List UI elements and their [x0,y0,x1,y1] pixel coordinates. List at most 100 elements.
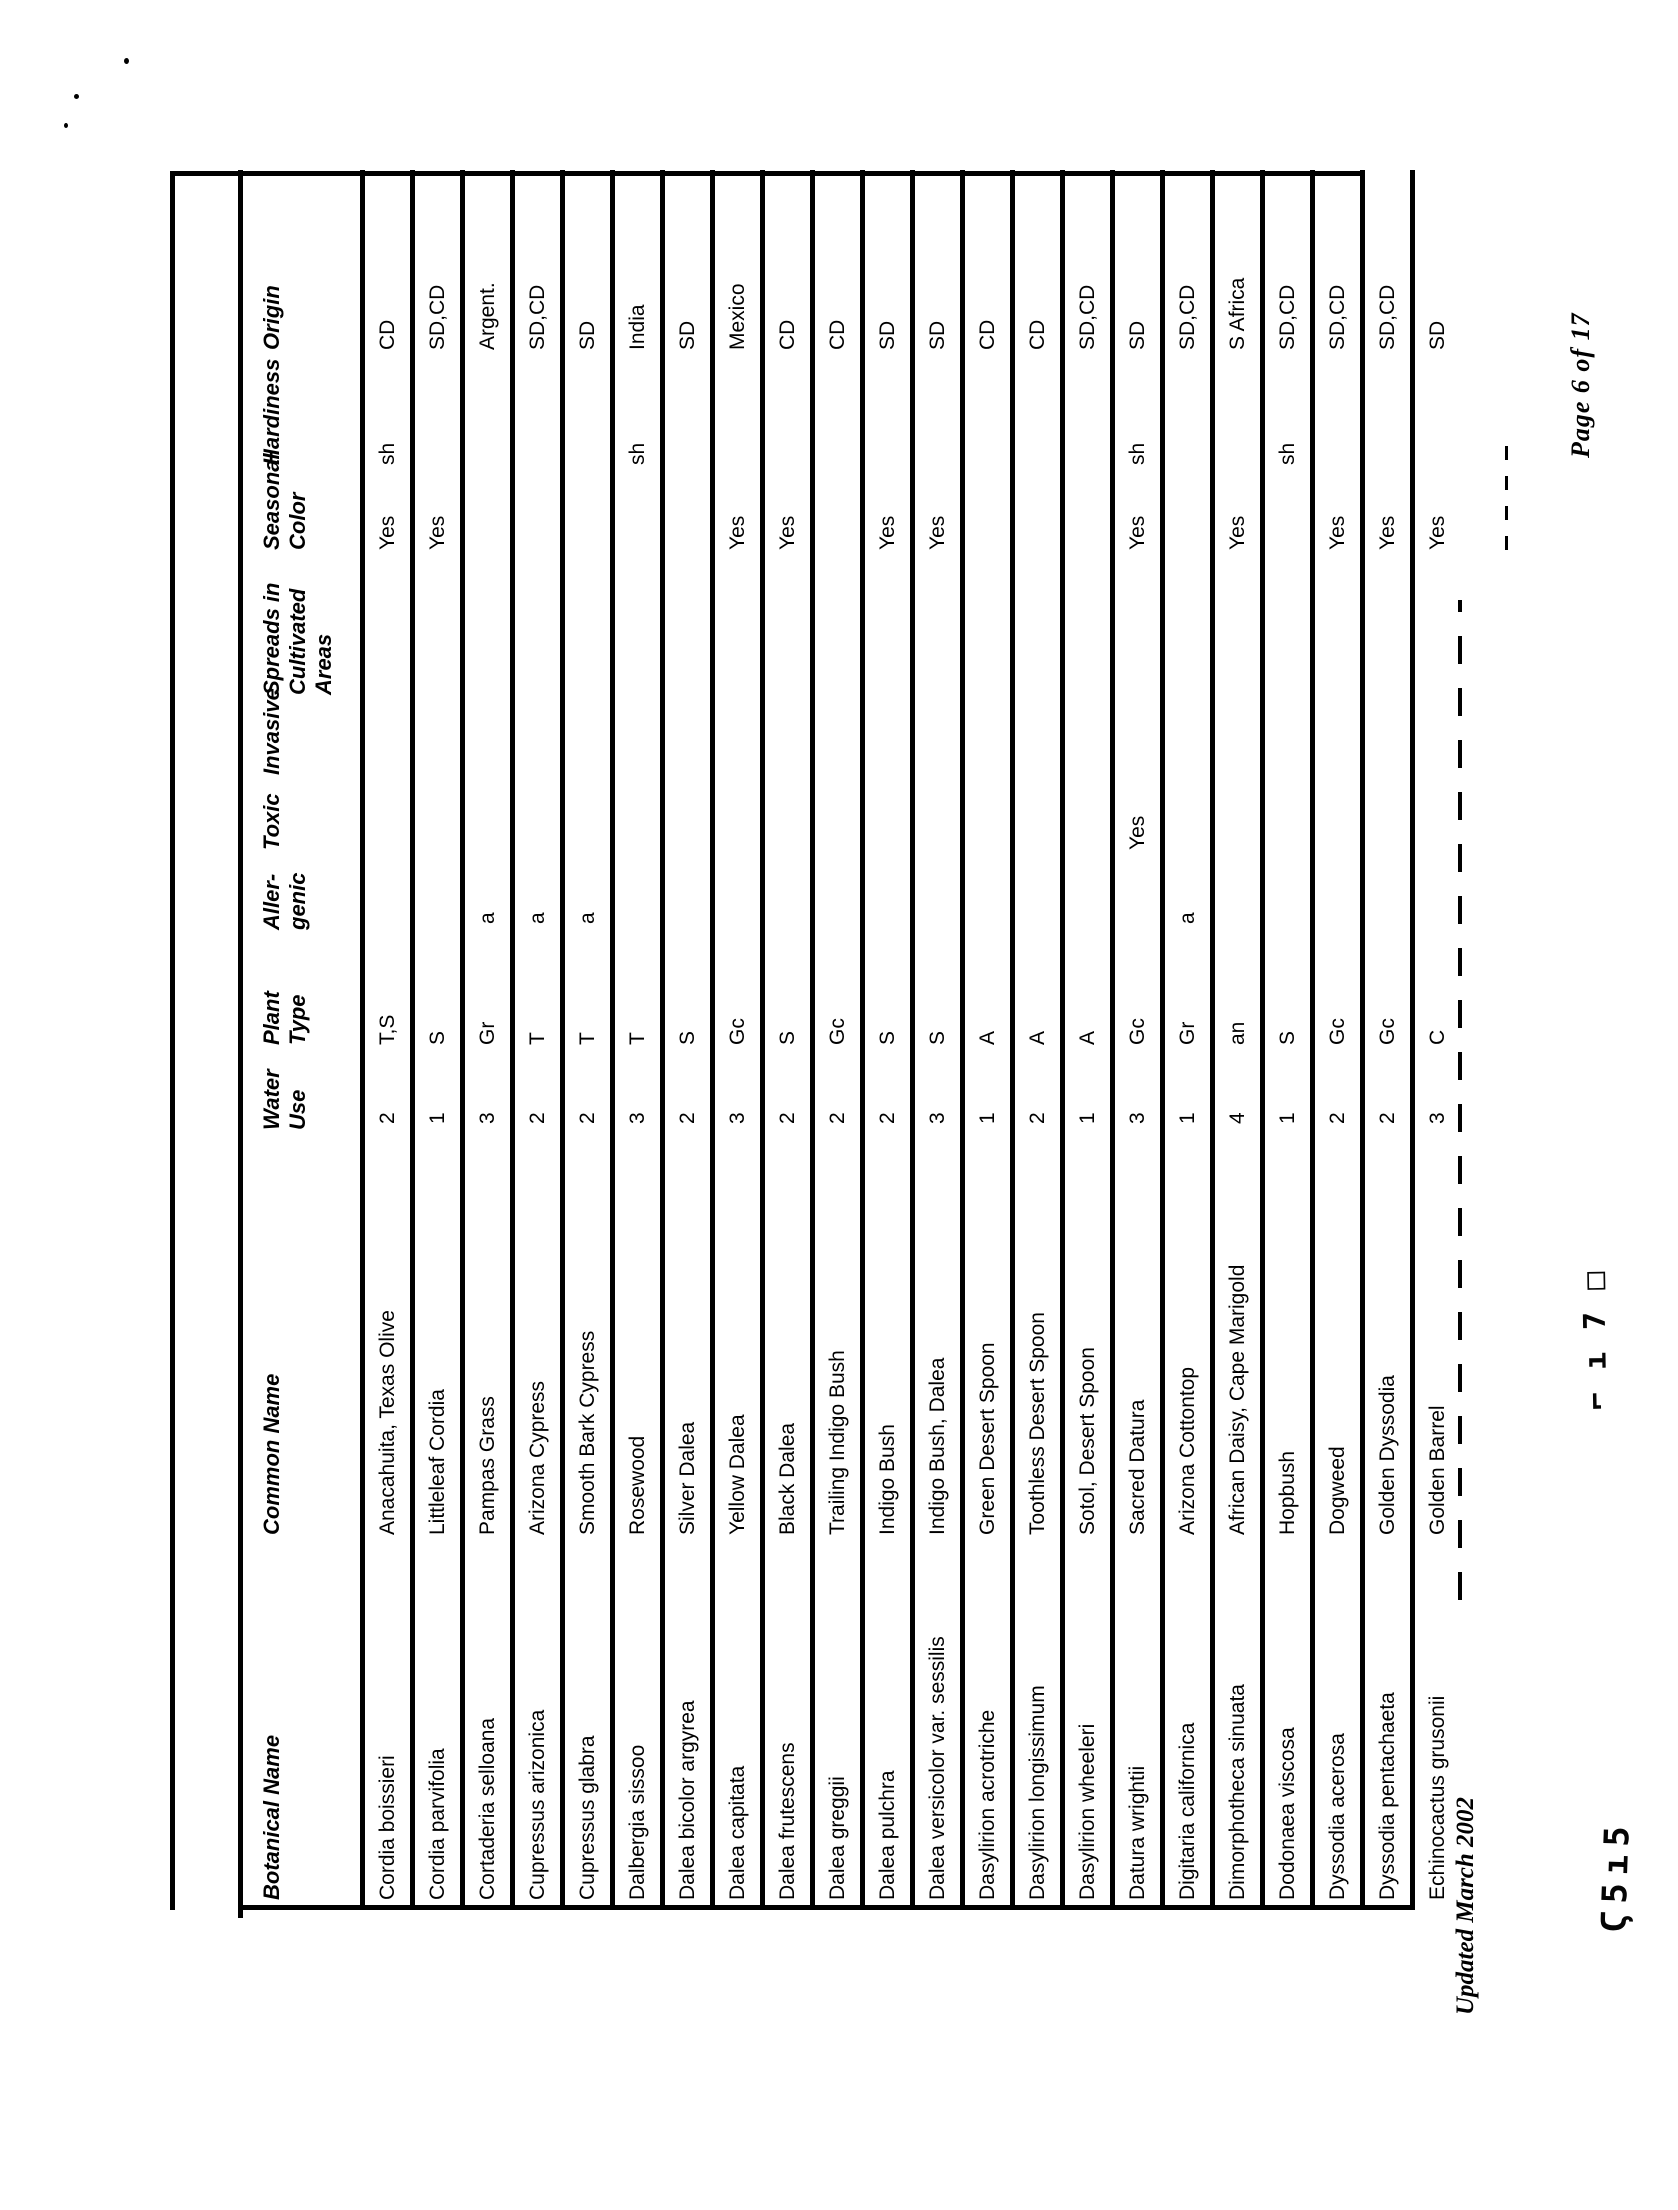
cell-origin: Argent. [475,282,499,350]
cell-water: 2 [675,1112,699,1124]
table-row: Dalea frutescens Black Dalea 2 S Yes CD [760,170,810,1910]
cell-botanical: Dyssodia acerosa [1325,1733,1349,1900]
cell-plant: S [675,1030,699,1045]
cell-botanical: Dodonaea viscosa [1275,1727,1299,1900]
column-header-water: Water Use [259,1069,310,1130]
cell-botanical: Dasylirion acrotriche [975,1709,999,1900]
cell-botanical: Datura wrightii [1125,1765,1149,1900]
cell-water: 4 [1225,1112,1249,1124]
table-row: Echinocactus grusonii Golden Barrel 3 C Yes S… [1410,170,1460,1910]
column-header-allergenic: Aller- genic [259,872,310,930]
cell-seasonal: Yes [925,515,949,550]
cell-botanical: Cupressus arizonica [525,1709,549,1900]
cell-plant: Gc [1325,1018,1349,1045]
column-header-seasonal: Seasonal Color [259,453,310,550]
table-row: Dyssodia pentachaeta Golden Dyssodia 2 Gc Ye… [1360,170,1410,1910]
cell-common: Smooth Bark Cypress [575,1330,599,1535]
column-header-hardiness: Hardiness [259,358,284,465]
table-row: Cortaderia selloana Pampas Grass 3 Gr a Argen… [460,170,510,1910]
cell-origin: CD [375,319,399,350]
cell-common: Green Desert Spoon [975,1342,999,1535]
cell-plant: T [625,1032,649,1045]
cell-plant: Gc [1375,1018,1399,1045]
column-header-spreads: Spreads in Cultivated Areas [259,582,336,695]
column-header-origin: Origin [259,285,284,350]
cell-botanical: Dalea pulchra [875,1770,899,1900]
cell-water: 2 [1025,1112,1049,1124]
cell-botanical: Dalea versicolor var. sessilis [925,1636,949,1900]
table-body: Cordia boissieri Anacahuita, Texas Olive 2… [360,170,1460,1910]
illegible-stamp-mark: ⌐ı7□ [1576,1249,1615,1411]
column-header-common: Common Name [259,1373,284,1535]
table-row: Dalea versicolor var. sessilis Indigo Bus… [910,170,960,1910]
table-row: Dimorphotheca sinuata African Daisy, Cape… [1210,170,1260,1910]
cell-water: 2 [525,1112,549,1124]
cell-water: 2 [575,1112,599,1124]
table-row: Dalea greggii Trailing Indigo Bush 2 Gc CD [810,170,860,1910]
table-row: Digitaria californica Arizona Cottontop 1 G… [1160,170,1210,1910]
cell-water: 1 [425,1112,449,1124]
cell-origin: SD,CD [1325,284,1349,350]
column-header-plant: Plant Type [259,991,310,1045]
table-row: Dalea pulchra Indigo Bush 2 S Yes SD [860,170,910,1910]
cell-common: Yellow Dalea [725,1414,749,1535]
cell-botanical: Dimorphotheca sinuata [1225,1684,1249,1900]
cell-plant: S [875,1030,899,1045]
cell-botanical: Dalbergia sissoo [625,1744,649,1900]
scan-dash-artifact [1505,430,1508,550]
table-row: Dalea capitata Yellow Dalea 3 Gc Yes Mexico [710,170,760,1910]
cell-common: Sacred Datura [1125,1399,1149,1535]
cell-plant: Gc [725,1018,749,1045]
cell-botanical: Dasylirion wheeleri [1075,1723,1099,1900]
table-row: Cordia boissieri Anacahuita, Texas Olive 2… [360,170,410,1910]
cell-allergenic: a [525,912,549,924]
cell-common: Indigo Bush, Dalea [925,1357,949,1535]
cell-common: Arizona Cypress [525,1380,549,1535]
cell-common: Arizona Cottontop [1175,1366,1199,1535]
cell-origin: SD [875,320,899,350]
column-header-toxic: Toxic [259,793,284,850]
cell-allergenic: a [1175,912,1199,924]
cell-seasonal: Yes [375,515,399,550]
cell-botanical: Cupressus glabra [575,1735,599,1900]
cell-water: 2 [825,1112,849,1124]
cell-seasonal: Yes [1425,515,1449,550]
cell-plant: S [925,1030,949,1045]
cell-origin: SD,CD [1075,284,1099,350]
cell-water: 1 [1275,1112,1299,1124]
cell-botanical: Digitaria californica [1175,1722,1199,1900]
cell-origin: SD [1425,320,1449,350]
cell-botanical: Cordia boissieri [375,1755,399,1900]
cell-common: Indigo Bush [875,1424,899,1535]
cell-common: Rosewood [625,1435,649,1535]
cell-common: Golden Dyssodia [1375,1375,1399,1535]
cell-plant: Gr [475,1021,499,1045]
cell-botanical: Dasylirion longissimum [1025,1685,1049,1900]
table-bottom-dashed-rule [1458,600,1462,1600]
cell-botanical: Dyssodia pentachaeta [1375,1692,1399,1900]
cell-hardiness: sh [1125,442,1149,465]
cell-common: Dogweed [1325,1446,1349,1535]
cell-seasonal: Yes [425,515,449,550]
cell-water: 3 [925,1112,949,1124]
cell-origin: S Africa [1225,277,1249,350]
cell-water: 3 [725,1112,749,1124]
cell-origin: SD [1125,320,1149,350]
cell-botanical: Dalea frutescens [775,1742,799,1900]
cell-origin: SD,CD [1175,284,1199,350]
cell-plant: C [1425,1029,1449,1045]
cell-origin: India [625,304,649,350]
cell-plant: Gc [1125,1018,1149,1045]
table-row: Dyssodia acerosa Dogweed 2 Gc Yes SD,CD [1310,170,1360,1910]
cell-botanical: Dalea greggii [825,1776,849,1900]
cell-plant: S [425,1030,449,1045]
cell-common: African Daisy, Cape Marigold [1225,1264,1249,1535]
cell-seasonal: Yes [775,515,799,550]
cell-botanical: Cortaderia selloana [475,1717,499,1900]
cell-origin: SD,CD [1275,284,1299,350]
cell-common: Littleleaf Cordia [425,1389,449,1535]
cell-origin: SD [675,320,699,350]
cell-origin: CD [1025,319,1049,350]
